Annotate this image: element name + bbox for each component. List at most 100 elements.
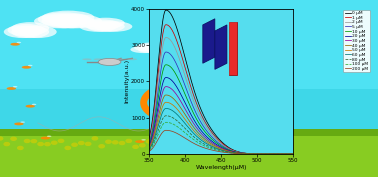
Ellipse shape — [11, 22, 49, 35]
Line: 200 μM: 200 μM — [149, 130, 293, 154]
5 μM — [164, 51, 168, 53]
Ellipse shape — [8, 24, 45, 36]
0 μM — [164, 9, 168, 11]
Ellipse shape — [83, 19, 121, 30]
80 μM — [291, 153, 295, 155]
200 μM — [164, 129, 168, 131]
2 μM — [232, 150, 237, 152]
Ellipse shape — [130, 46, 157, 53]
5 μM — [147, 141, 152, 144]
5 μM — [232, 150, 237, 153]
20 μM — [232, 151, 237, 153]
Ellipse shape — [125, 138, 132, 143]
40 μM — [147, 146, 152, 149]
Ellipse shape — [38, 12, 91, 27]
40 μM — [256, 153, 260, 155]
80 μM — [173, 118, 177, 120]
Ellipse shape — [215, 26, 261, 38]
10 μM — [184, 97, 189, 99]
Ellipse shape — [173, 137, 180, 142]
Ellipse shape — [6, 87, 16, 90]
10 μM — [147, 143, 152, 145]
60 μM — [184, 124, 189, 126]
Ellipse shape — [185, 35, 215, 43]
Bar — [0, 124, 378, 142]
30 μM — [232, 151, 237, 153]
30 μM — [291, 153, 295, 155]
100 μM — [184, 133, 189, 135]
Ellipse shape — [200, 35, 231, 43]
Ellipse shape — [248, 29, 282, 38]
200 μM — [212, 150, 217, 152]
0 μM — [256, 153, 260, 155]
20 μM — [212, 142, 217, 144]
5 μM — [184, 88, 189, 91]
Ellipse shape — [146, 138, 152, 142]
Ellipse shape — [87, 18, 125, 28]
2 μM — [212, 136, 217, 139]
Ellipse shape — [94, 58, 103, 60]
30 μM — [164, 85, 168, 88]
50 μM — [184, 120, 189, 122]
Ellipse shape — [47, 136, 51, 137]
Ellipse shape — [37, 136, 44, 141]
200 μM — [256, 153, 260, 155]
1 μM — [173, 35, 177, 37]
Bar — [0, 0, 378, 18]
1 μM — [291, 153, 295, 155]
200 μM — [243, 153, 248, 155]
40 μM — [184, 116, 189, 118]
100 μM — [173, 124, 177, 126]
80 μM — [147, 149, 152, 151]
50 μM — [173, 106, 177, 108]
200 μM — [184, 138, 189, 140]
2 μM — [173, 47, 177, 49]
Ellipse shape — [78, 139, 85, 143]
Ellipse shape — [180, 142, 186, 146]
Ellipse shape — [42, 11, 94, 25]
Ellipse shape — [212, 24, 257, 36]
60 μM — [256, 153, 260, 155]
10 μM — [164, 64, 168, 66]
Line: 10 μM: 10 μM — [149, 65, 293, 154]
Ellipse shape — [146, 46, 172, 53]
Ellipse shape — [166, 139, 173, 143]
Ellipse shape — [17, 141, 24, 145]
60 μM — [147, 148, 152, 150]
Ellipse shape — [17, 42, 21, 43]
Ellipse shape — [141, 139, 146, 141]
Line: 0 μM: 0 μM — [149, 10, 293, 154]
200 μM — [173, 131, 177, 133]
40 μM — [164, 94, 168, 96]
40 μM — [291, 153, 295, 155]
Ellipse shape — [85, 138, 91, 142]
1 μM — [147, 138, 152, 141]
Ellipse shape — [20, 121, 25, 123]
Ellipse shape — [98, 58, 121, 65]
20 μM — [184, 105, 189, 107]
Ellipse shape — [193, 31, 223, 40]
0 μM — [232, 149, 237, 152]
2 μM — [256, 153, 260, 155]
100 μM — [256, 153, 260, 155]
Ellipse shape — [176, 102, 195, 107]
Bar — [0, 129, 378, 136]
Ellipse shape — [132, 142, 139, 147]
Ellipse shape — [0, 142, 3, 147]
Line: 80 μM: 80 μM — [149, 116, 293, 154]
Line: 1 μM: 1 μM — [149, 25, 293, 154]
10 μM — [232, 151, 237, 153]
10 μM — [291, 153, 295, 155]
Ellipse shape — [24, 142, 31, 147]
1 μM — [212, 135, 217, 137]
100 μM — [147, 149, 152, 152]
5 μM — [173, 60, 177, 62]
Ellipse shape — [208, 26, 253, 38]
100 μM — [164, 121, 168, 123]
Ellipse shape — [82, 58, 91, 60]
Ellipse shape — [10, 43, 20, 46]
Ellipse shape — [32, 104, 36, 105]
2 μM — [147, 140, 152, 142]
2 μM — [164, 36, 168, 39]
Ellipse shape — [159, 143, 166, 148]
